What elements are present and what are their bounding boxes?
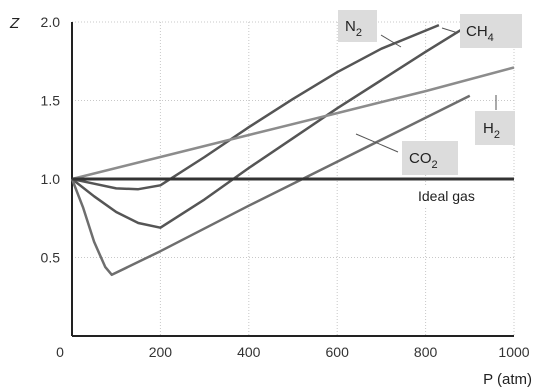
co2-label-text: CO (409, 150, 432, 167)
n2-label-subscript: 2 (356, 27, 362, 39)
co2-label: CO2 (409, 150, 438, 171)
x-tick-label: 0 (56, 344, 64, 360)
x-axis-title: P (atm) (483, 371, 532, 388)
co2-label-subscript: 2 (432, 159, 438, 171)
ideal-label-bg (412, 186, 512, 206)
ch4-label-box (460, 14, 522, 48)
series-line-2 (71, 66, 515, 181)
x-tick-label: 200 (149, 344, 173, 360)
series-line-1 (71, 28, 462, 229)
co2-label-box (402, 141, 458, 175)
x-tick-label: 800 (414, 344, 438, 360)
ch4-label-text: CH (466, 23, 488, 40)
series-line-0 (71, 23, 440, 191)
h2-label-text: H (483, 120, 494, 137)
x-tick-label: 600 (326, 344, 350, 360)
series-line-3 (70, 94, 471, 277)
series-lines (70, 23, 515, 277)
h2-label-box (475, 111, 515, 145)
n2-label-text: N (345, 18, 356, 35)
n2-label: N2 (345, 18, 362, 39)
ch4-label-subscript: 4 (488, 32, 494, 44)
co2-leader (355, 133, 399, 153)
ch4-leader (441, 27, 459, 34)
x-tick-label: 1000 (498, 344, 529, 360)
y-axis-title: Z (9, 15, 20, 32)
n2-label-box (338, 10, 377, 42)
h2-label: H2 (483, 120, 500, 141)
n2-leader (380, 34, 402, 48)
tick-labels: 0 200 400 600 800 1000 0.5 1.0 1.5 2.0 (41, 14, 530, 360)
x-tick-label: 400 (237, 344, 261, 360)
ideal-gas-label: Ideal gas (418, 188, 475, 204)
h2-label-subscript: 2 (494, 129, 500, 141)
y-tick-label: 0.5 (41, 250, 61, 266)
y-tick-label: 1.5 (41, 93, 61, 109)
ch4-label: CH4 (466, 23, 494, 44)
y-tick-label: 1.0 (41, 171, 61, 187)
y-tick-label: 2.0 (41, 14, 61, 30)
